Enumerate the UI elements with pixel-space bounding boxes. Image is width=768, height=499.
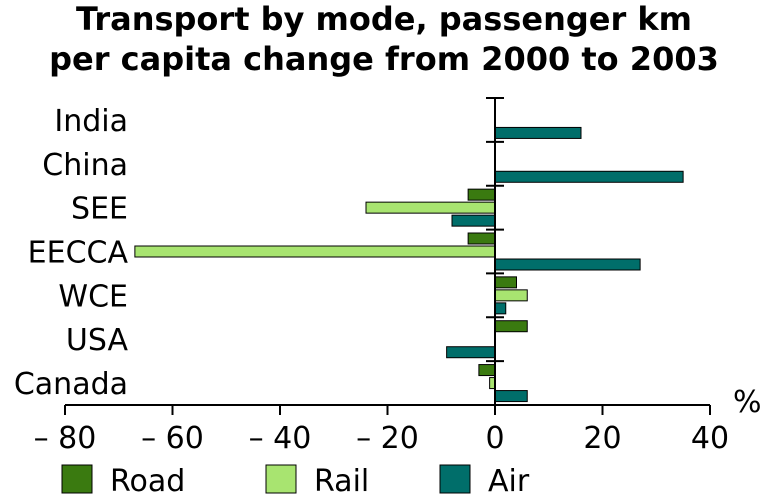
bar-road: [467, 188, 496, 201]
x-tick-label: – 80: [34, 421, 97, 456]
category-label: Canada: [14, 367, 128, 402]
bar-air: [494, 390, 528, 403]
legend: Road Rail Air: [61, 464, 530, 499]
legend-swatch-rail: [265, 464, 297, 494]
x-tick-label: 20: [583, 421, 621, 456]
x-tick-label: 0: [485, 421, 504, 456]
x-axis-unit-label: %: [733, 385, 762, 420]
bar-air: [446, 346, 496, 359]
category-labels: India China SEE EECCA WCE USA Canada: [14, 104, 129, 402]
chart-title-line-1: Transport by mode, passenger km: [76, 0, 692, 38]
category-label: WCE: [58, 279, 128, 314]
bar-rail: [365, 201, 496, 214]
bar-road: [478, 364, 496, 377]
bar-rail: [494, 289, 528, 302]
x-tick-label: – 20: [356, 421, 419, 456]
plot-area: [134, 126, 684, 403]
category-label: India: [54, 104, 128, 139]
legend-label-road: Road: [110, 464, 185, 499]
chart-title: Transport by mode, passenger km per capi…: [49, 0, 719, 78]
legend-swatch-road: [61, 464, 93, 494]
category-label: China: [42, 148, 128, 183]
bar-air: [494, 302, 507, 315]
x-tick-label: – 40: [249, 421, 312, 456]
bar-air: [494, 126, 582, 139]
x-tick-label: 40: [691, 421, 729, 456]
legend-swatch-air: [439, 464, 471, 494]
bar-air: [494, 170, 684, 183]
x-axis: – 80 – 60 – 40 – 20 0 20 40: [34, 97, 729, 456]
bar-road: [467, 232, 496, 245]
bar-air: [451, 214, 496, 227]
x-tick-label: – 60: [141, 421, 204, 456]
bar-road: [494, 276, 517, 289]
legend-label-rail: Rail: [314, 464, 369, 499]
category-label: EECCA: [28, 236, 129, 271]
category-label: SEE: [71, 192, 128, 227]
bar-air: [494, 258, 641, 271]
legend-label-air: Air: [488, 464, 530, 499]
category-label: USA: [66, 323, 129, 358]
bar-road: [494, 320, 528, 333]
chart-title-line-2: per capita change from 2000 to 2003: [49, 40, 719, 78]
bar-rail: [134, 245, 496, 258]
